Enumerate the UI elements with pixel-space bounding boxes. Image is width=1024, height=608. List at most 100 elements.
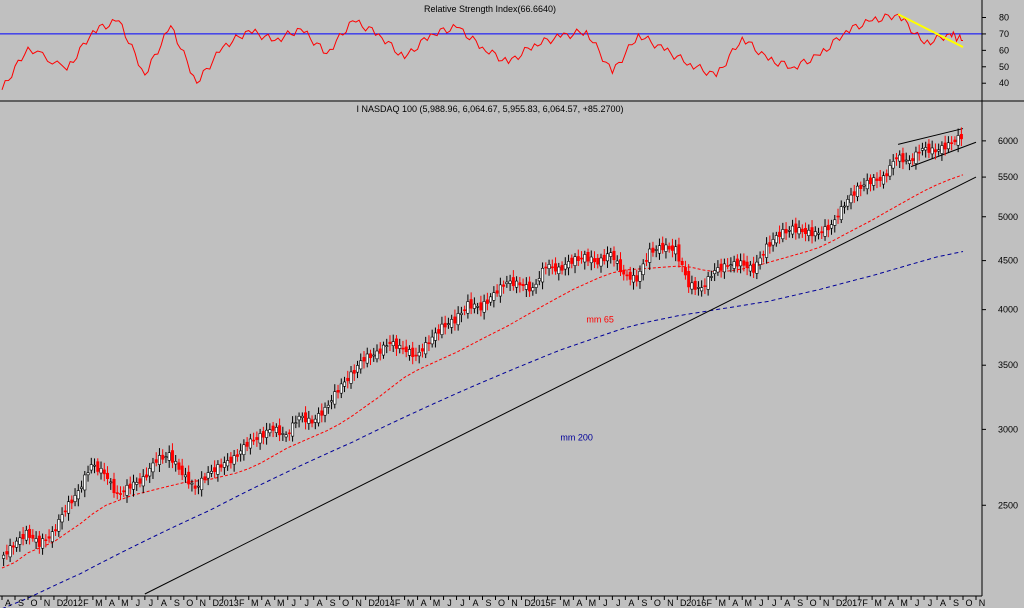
candle-body [112,478,116,494]
candle-body [459,312,463,315]
x-tick-label: A [784,598,790,608]
candle-body [330,400,334,403]
candle-body [157,455,161,465]
candle-body [567,261,571,269]
candle-body [24,529,28,541]
candle-body [547,264,551,270]
candle-body [836,215,840,218]
candle-body [2,554,6,559]
candle-body [268,429,272,434]
x-tick-label: J [616,598,621,608]
x-tick-label: J [915,598,920,608]
rsi-plot-area [0,0,982,100]
candle-body [956,135,960,146]
candle-body [193,485,197,489]
x-tick-label: S [797,598,803,608]
x-tick-label: N [355,598,362,608]
candle-body [433,332,437,341]
candle-body [557,266,561,275]
candle-body [843,205,847,208]
candle-body [401,347,405,350]
x-tick-label: F [551,598,557,608]
candle-body [748,264,752,272]
candle-body [492,292,496,301]
candle-body [122,490,126,493]
candle-body [479,302,483,311]
candle-body [375,350,379,360]
candle-body [472,303,476,309]
candle-body [729,264,733,266]
candle-body [125,484,129,496]
candle-body [89,464,93,471]
candle-body [287,432,291,435]
candle-body [596,257,600,265]
candle-body [21,533,25,540]
candle-body [453,316,457,324]
rsi-y-tick-label: 40 [999,78,1009,88]
x-tick-label: J [136,598,141,608]
x-tick-label: S [641,598,647,608]
candle-body [440,323,444,335]
candle-body [661,242,665,251]
candle-body [463,309,467,312]
candle-body [41,538,45,549]
candle-body [625,274,629,277]
candle-body [209,470,213,474]
ma200-line [2,251,964,608]
x-tick-label: D [680,598,687,608]
x-tick-label: M [407,598,415,608]
x-tick-label: A [576,598,582,608]
candle-body [138,478,142,484]
candle-body [54,529,58,532]
candle-body [359,360,363,370]
candle-body [34,538,38,543]
candle-body [291,422,295,437]
candle-body [589,256,593,264]
candle-body [959,134,963,140]
candle-body [242,444,246,455]
x-tick-label: M [719,598,727,608]
candle-body [31,534,35,539]
candle-body [174,461,178,465]
candle-body [76,490,80,500]
candle-body [784,228,788,234]
candle-body [57,519,61,532]
x-tick-label: A [5,598,11,608]
candle-body [774,235,778,244]
x-tick-label: D [524,598,531,608]
candle-body [911,158,915,162]
x-tick-label: S [18,598,24,608]
candle-body [83,474,87,491]
candle-body [846,199,850,207]
candle-body [135,482,139,485]
price-y-tick-label: 4500 [998,256,1018,266]
x-tick-label: J [603,598,608,608]
candle-body [761,253,765,256]
candle-body [511,277,515,287]
x-tick-label: M [874,598,882,608]
candle-body [885,173,889,177]
candle-body [722,263,726,273]
candle-body [11,545,15,548]
candle-body [641,263,645,275]
candle-body [781,229,785,240]
candle-body [93,464,97,467]
price-y-tick-label: 5000 [998,212,1018,222]
candle-body [953,139,957,143]
candle-body [437,329,441,334]
x-tick-label: N [823,598,830,608]
candle-body [618,259,622,273]
candle-body [797,227,801,235]
candles [2,127,963,567]
candle-body [320,410,324,416]
candle-body [638,270,642,282]
x-tick-label: A [109,598,115,608]
candle-body [131,481,135,490]
candle-body [881,175,885,185]
candle-body [615,260,619,264]
candle-body [541,267,545,283]
candle-body [170,450,174,463]
x-tick-label: 2015 [530,598,550,608]
candle-body [612,250,616,261]
candle-body [248,438,252,449]
